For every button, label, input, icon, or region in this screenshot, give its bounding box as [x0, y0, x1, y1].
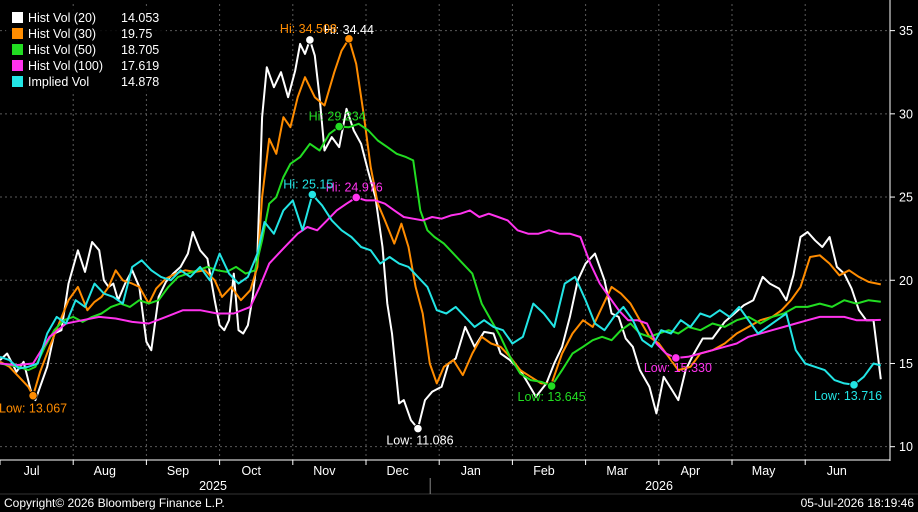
- series-line-2: [0, 122, 881, 387]
- legend-background: [6, 8, 166, 92]
- legend-swatch: [12, 44, 23, 55]
- x-tick-label: Jun: [827, 464, 847, 478]
- annotation-marker: [547, 381, 557, 391]
- hi-low-annotations: Hi: 34.44 Low: 11.086 Hi: 34.508 Low: 13.06…: [0, 22, 882, 448]
- legend-swatch: [12, 12, 23, 23]
- annotation-marker: [334, 121, 344, 132]
- series-line-1: [0, 37, 882, 397]
- legend: Hist Vol (20) 14.053 Hist Vol (30) 19.75 His…: [6, 8, 166, 92]
- annotation-label: Hi: 29.234: [309, 110, 366, 124]
- x-tick-label: Jan: [461, 464, 481, 478]
- x-tick-label: Mar: [606, 464, 628, 478]
- x-tick-label: Oct: [241, 464, 261, 478]
- legend-series-name: Hist Vol (20): [28, 11, 96, 25]
- x-tick-label: Apr: [681, 464, 700, 478]
- legend-last-value: 14.878: [121, 75, 159, 89]
- copyright-text: Copyright© 2026 Bloomberg Finance L.P.: [4, 496, 225, 510]
- annotation-marker: [307, 189, 317, 200]
- annotation-marker: [849, 380, 859, 390]
- annotation-label: Low: 13.716: [814, 389, 882, 403]
- year-label: 2026: [645, 479, 673, 493]
- series-line-0: [0, 38, 882, 430]
- legend-series-name: Hist Vol (30): [28, 27, 96, 41]
- annotation-marker: [671, 353, 681, 363]
- legend-last-value: 18.705: [121, 43, 159, 57]
- annotation-marker: [28, 391, 38, 401]
- x-tick-label: Feb: [533, 464, 555, 478]
- y-tick-label: 20: [899, 274, 913, 288]
- y-tick-label: 25: [899, 191, 913, 205]
- annotation-marker: [305, 35, 315, 45]
- grid-lines: [0, 4, 890, 460]
- legend-last-value: 17.619: [121, 59, 159, 73]
- annotation-label: Low: 15.330: [644, 361, 712, 375]
- annotation-label: Low: 11.086: [386, 434, 453, 448]
- legend-last-value: 19.75: [121, 27, 152, 41]
- legend-swatch: [12, 76, 23, 87]
- legend-swatch: [12, 60, 23, 71]
- series-lines: [0, 37, 882, 430]
- x-tick-label: Dec: [386, 464, 408, 478]
- y-tick-label: 15: [899, 357, 913, 371]
- series-line-3: [0, 196, 881, 367]
- x-tick-label: May: [752, 464, 776, 478]
- y-tick-label: 10: [899, 440, 913, 454]
- timestamp-text: 05-Jul-2026 18:19:46: [801, 496, 915, 510]
- annotation-label: Low: 13.645: [518, 390, 586, 404]
- annotation-label: Hi: 34.508: [280, 22, 337, 36]
- y-tick-label: 35: [899, 24, 913, 38]
- annotation-label: Hi: 24.976: [326, 180, 383, 194]
- annotation-label: Hi: 25.15: [283, 178, 333, 192]
- annotation-label: Low: 13.067: [0, 402, 67, 416]
- annotation-marker: [351, 192, 361, 203]
- annotation-marker: [413, 424, 423, 434]
- annotation-label: Hi: 34.44: [324, 23, 374, 37]
- x-tick-label: Jul: [24, 464, 40, 478]
- y-tick-label: 30: [899, 107, 913, 121]
- legend-series-name: Hist Vol (50): [28, 43, 96, 57]
- footer: Copyright© 2026 Bloomberg Finance L.P. 0…: [4, 496, 914, 510]
- series-line-4: [0, 193, 882, 386]
- x-tick-label: Sep: [167, 464, 189, 478]
- annotation-marker: [344, 34, 354, 44]
- legend-series-name: Hist Vol (100): [28, 59, 103, 73]
- x-tick-label: Nov: [313, 464, 336, 478]
- legend-last-value: 14.053: [121, 11, 159, 25]
- legend-series-name: Implied Vol: [28, 75, 89, 89]
- legend-swatch: [12, 28, 23, 39]
- x-tick-label: Aug: [94, 464, 116, 478]
- year-label: 2025: [199, 479, 227, 493]
